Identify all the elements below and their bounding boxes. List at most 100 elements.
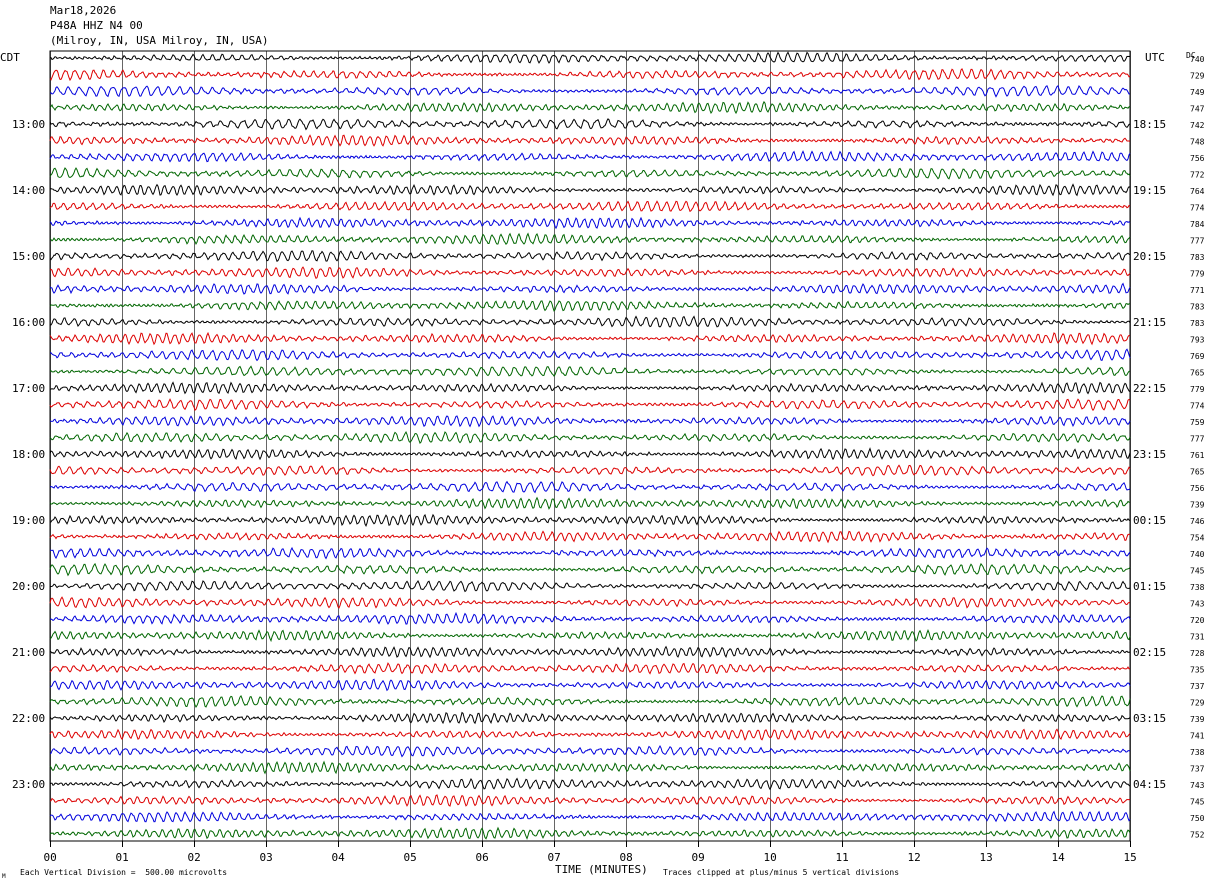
dc-offset-label: 779 (1190, 385, 1205, 394)
right-hour-label: 19:15 (1133, 184, 1166, 197)
dc-offset-label: 742 (1190, 121, 1205, 130)
left-hour-label: 19:00 (12, 514, 45, 527)
x-axis-title: TIME (MINUTES) (555, 863, 648, 876)
plot-frame (49, 50, 1131, 842)
trace-line (49, 711, 1131, 725)
left-hour-label: 23:00 (12, 778, 45, 791)
left-hour-label: 14:00 (12, 184, 45, 197)
dc-offset-label: 738 (1190, 583, 1205, 592)
trace-line (49, 282, 1131, 295)
dc-offset-label: 743 (1190, 781, 1205, 790)
right-hour-label: 04:15 (1133, 778, 1166, 791)
dc-offset-label: 765 (1190, 369, 1205, 378)
trace-line (49, 810, 1131, 823)
dc-offset-label: 750 (1190, 814, 1205, 823)
right-hour-label: 02:15 (1133, 646, 1166, 659)
dc-offset-label: 728 (1190, 649, 1205, 658)
dc-offset-label: 777 (1190, 435, 1205, 444)
trace-line (49, 480, 1131, 494)
dc-label: DC (1186, 51, 1196, 60)
dc-offset-label: 745 (1190, 798, 1205, 807)
trace-line (49, 513, 1131, 527)
x-tick-label: 04 (332, 851, 346, 864)
grid-lines (49, 50, 1131, 847)
dc-offset-label: 747 (1190, 105, 1205, 114)
dc-offset-label: 740 (1190, 550, 1205, 559)
header-station: P48A HHZ N4 00 (50, 19, 143, 32)
trace-line (49, 678, 1131, 692)
trace-line (49, 694, 1131, 709)
left-hour-label: 17:00 (12, 382, 45, 395)
left-hour-label: 18:00 (12, 448, 45, 461)
right-hour-label: 01:15 (1133, 580, 1166, 593)
right-hour-label: 23:15 (1133, 448, 1166, 461)
x-tick-label: 09 (692, 851, 705, 864)
x-tick-label: 02 (188, 851, 201, 864)
dc-offset-label: 783 (1190, 253, 1205, 262)
right-hour-label: 21:15 (1133, 316, 1166, 329)
trace-line (49, 183, 1131, 197)
dc-offset-label: 737 (1190, 682, 1205, 691)
dc-offset-label: 752 (1190, 831, 1205, 840)
dc-offset-label: 769 (1190, 352, 1205, 361)
dc-offset-label: 739 (1190, 715, 1205, 724)
x-tick-label: 10 (764, 851, 777, 864)
trace-line (49, 794, 1131, 807)
trace-line (49, 596, 1131, 609)
header-location: (Milroy, IN, USA Milroy, IN, USA) (50, 34, 269, 47)
trace-line (49, 300, 1131, 312)
trace-line (49, 645, 1131, 659)
dc-offset-label: 749 (1190, 88, 1205, 97)
trace-line (49, 398, 1131, 412)
trace-line (49, 579, 1131, 593)
dc-offset-label: 720 (1190, 616, 1205, 625)
left-hour-label: 16:00 (12, 316, 45, 329)
dc-offset-label: 737 (1190, 765, 1205, 774)
dc-offset-label: 764 (1190, 187, 1205, 196)
trace-line (49, 760, 1131, 775)
trace-line (49, 200, 1131, 213)
dc-offset-label: 783 (1190, 319, 1205, 328)
right-timezone-label: UTC (1145, 51, 1165, 64)
dc-offset-label: 746 (1190, 517, 1205, 526)
trace-line (49, 415, 1131, 428)
dc-offset-label: 774 (1190, 204, 1205, 213)
right-hour-label: 00:15 (1133, 514, 1166, 527)
trace-line (50, 51, 1131, 64)
trace-line (49, 348, 1131, 362)
x-tick-label: 03 (260, 851, 273, 864)
right-hour-label: 18:15 (1133, 118, 1166, 131)
right-hour-label: 22:15 (1133, 382, 1166, 395)
dc-offset-label: 743 (1190, 600, 1205, 609)
dc-offset-label: 777 (1190, 237, 1205, 246)
trace-line (49, 84, 1131, 98)
left-hour-label: 15:00 (12, 250, 45, 263)
dc-offset-label: 761 (1190, 451, 1205, 460)
trace-line (49, 134, 1131, 147)
trace-line (49, 266, 1131, 280)
trace-line (49, 728, 1131, 741)
trace-line (49, 118, 1131, 131)
axis-labels: 00 01 02 03 04 05 06 07 08 09 10 11 12 13 14 15 740 729 74… (12, 55, 1205, 864)
dc-offset-label: 735 (1190, 666, 1205, 675)
dc-offset-label: 793 (1190, 336, 1205, 345)
trace-line (49, 447, 1131, 461)
left-timezone-label: CDT (0, 51, 20, 64)
trace-line (49, 250, 1131, 262)
dc-offset-label: 738 (1190, 748, 1205, 757)
x-tick-label: 11 (836, 851, 849, 864)
trace-line (49, 216, 1131, 230)
x-tick-label: 08 (620, 851, 633, 864)
trace-line (49, 744, 1131, 758)
trace-line (49, 381, 1131, 395)
x-tick-label: 06 (476, 851, 489, 864)
trace-line (49, 100, 1131, 115)
trace-line (49, 431, 1131, 445)
x-tick-label: 05 (404, 851, 417, 864)
x-tick-label: 01 (116, 851, 129, 864)
trace-line (49, 167, 1131, 180)
trace-line (49, 365, 1131, 377)
trace-line (49, 150, 1131, 163)
trace-line (49, 628, 1131, 643)
dc-offset-label: 740 (1190, 55, 1205, 64)
